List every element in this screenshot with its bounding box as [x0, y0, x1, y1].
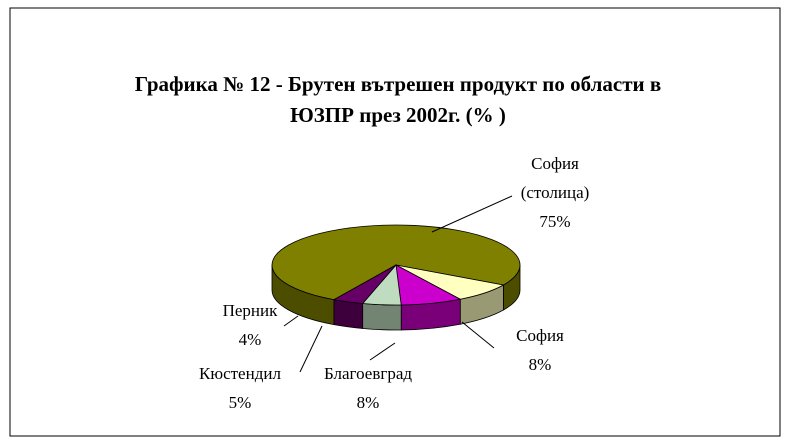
- leader-line: [283, 315, 299, 327]
- slice-side: [362, 303, 402, 331]
- leader-line: [461, 321, 495, 349]
- slice: [332, 264, 397, 304]
- slice: [271, 224, 521, 301]
- value-label: 4%: [239, 330, 262, 349]
- chart-title: Графика № 12 - Брутен вътрешен продукт п…: [135, 72, 661, 127]
- slice-side: [333, 299, 364, 329]
- leader-line: [369, 342, 396, 361]
- value-label: 8%: [529, 355, 552, 374]
- leader-line: [299, 325, 323, 373]
- chart-frame: [9, 7, 781, 437]
- category-label: София: [516, 326, 564, 345]
- value-label: 8%: [357, 393, 380, 412]
- value-label: 75%: [539, 212, 570, 231]
- category-label: Благоевград: [324, 364, 412, 383]
- category-label: София (столица): [521, 154, 590, 202]
- value-label: 5%: [229, 393, 252, 412]
- category-label: Кюстендил: [199, 364, 281, 383]
- leader-line: [431, 195, 513, 233]
- category-label: Перник: [223, 301, 279, 320]
